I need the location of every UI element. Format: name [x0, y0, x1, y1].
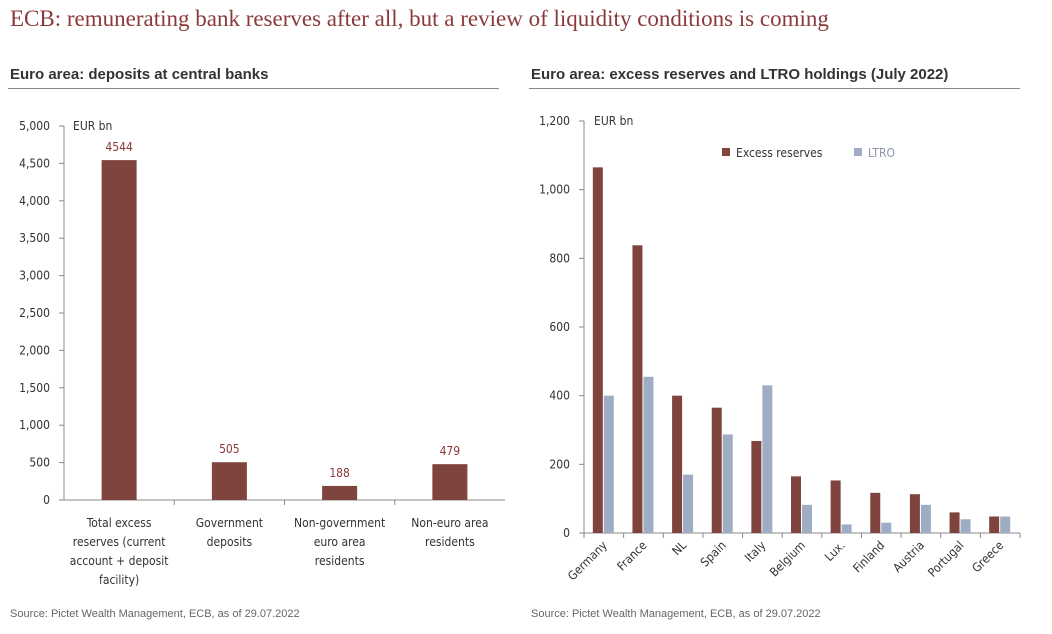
ltro-bar — [960, 519, 971, 533]
left-y-tick-label: 500 — [29, 456, 50, 470]
right-title-rule — [529, 88, 1020, 89]
legend-ltro-label: LTRO — [868, 146, 895, 160]
right-category-label: Spain — [698, 538, 729, 569]
left-bar-data-label: 479 — [440, 444, 461, 458]
right-y-tick-label: 800 — [549, 251, 570, 265]
right-category-label: Finland — [850, 538, 887, 575]
ltro-bar — [603, 395, 614, 533]
left-bar-data-label: 188 — [329, 466, 350, 480]
right-category-label: Greece — [969, 538, 1006, 575]
ltro-bar — [802, 504, 812, 533]
excess-reserves-bar — [830, 480, 841, 533]
legend-excess-reserves-label: Excess reserves — [736, 146, 823, 160]
right-y-tick-label: 1,200 — [539, 114, 570, 128]
left-category-label: Total excess — [86, 516, 152, 530]
excess-reserves-bar — [949, 512, 960, 533]
legend-ltro-swatch — [854, 148, 862, 156]
left-category-label: euro area — [314, 535, 366, 549]
ltro-bar — [762, 385, 773, 533]
ltro-bar — [920, 504, 931, 533]
right-y-tick-label: 1,000 — [539, 183, 570, 197]
excess-reserves-bar — [870, 492, 881, 533]
excess-reserves-bar — [791, 476, 801, 533]
ltro-bar — [881, 522, 892, 533]
page-title: ECB: remunerating bank reserves after al… — [10, 6, 829, 31]
left-bar — [211, 462, 247, 500]
left-category-label: residents — [425, 535, 475, 549]
left-chart-title: Euro area: deposits at central banks — [10, 66, 269, 83]
ltro-bar — [722, 434, 733, 533]
right-y-axis-unit: EUR bn — [594, 114, 633, 128]
right-y-tick-label: 400 — [549, 389, 570, 403]
right-category-label: Italy — [742, 538, 769, 565]
left-bar-data-label: 4544 — [105, 140, 133, 154]
excess-reserves-bar — [989, 516, 1000, 533]
right-category-label: Austria — [890, 538, 927, 575]
right-category-label: NL — [669, 538, 689, 558]
excess-reserves-bar — [909, 494, 920, 533]
right-category-label: Portugal — [925, 538, 966, 579]
left-bar — [432, 464, 468, 500]
left-category-label: Government — [196, 516, 263, 530]
left-bar — [322, 485, 358, 500]
left-category-label: residents — [315, 554, 365, 568]
left-y-axis-unit: EUR bn — [73, 119, 112, 133]
ltro-bar — [643, 376, 654, 533]
right-y-tick-label: 600 — [549, 320, 570, 334]
left-category-label: Non-government — [294, 516, 385, 530]
left-y-tick-label: 4,000 — [19, 194, 50, 208]
excess-reserves-bar — [672, 395, 683, 533]
right-source-note: Source: Pictet Wealth Management, ECB, a… — [531, 608, 821, 620]
left-category-label: facility) — [99, 573, 139, 587]
left-category-label: Non-euro area — [411, 516, 488, 530]
left-y-tick-label: 2,000 — [19, 343, 50, 357]
right-category-label: Belgium — [767, 538, 808, 579]
left-y-tick-label: 2,500 — [19, 306, 50, 320]
right-y-tick-label: 200 — [549, 457, 570, 471]
left-bar — [101, 160, 137, 500]
right-category-label: Germany — [565, 538, 610, 583]
left-y-tick-label: 1,500 — [19, 381, 50, 395]
ltro-bar — [683, 474, 694, 533]
left-category-label: reserves (current — [73, 535, 166, 549]
left-y-tick-label: 1,000 — [19, 418, 50, 432]
excess-reserves-bar — [632, 245, 643, 533]
excess-reserves-bar — [711, 407, 722, 533]
left-y-tick-label: 0 — [43, 493, 50, 507]
left-bar-data-label: 505 — [219, 442, 240, 456]
left-category-label: account + deposit — [70, 554, 169, 568]
right-y-tick-label: 0 — [563, 526, 570, 540]
left-source-note: Source: Pictet Wealth Management, ECB, a… — [10, 608, 300, 620]
excess-reserves-bar — [592, 167, 603, 533]
left-title-rule — [8, 88, 499, 89]
left-y-tick-label: 3,500 — [19, 231, 50, 245]
ltro-bar — [841, 524, 852, 533]
right-category-label: Lux. — [822, 538, 848, 564]
excess-reserves-bar — [751, 440, 762, 533]
left-y-tick-label: 3,000 — [19, 269, 50, 283]
left-y-tick-label: 4,500 — [19, 156, 50, 170]
right-chart-title: Euro area: excess reserves and LTRO hold… — [531, 66, 949, 83]
legend-excess-reserves-swatch — [722, 148, 730, 156]
right-category-label: France — [614, 538, 649, 573]
left-y-tick-label: 5,000 — [19, 119, 50, 133]
ltro-bar — [1000, 516, 1011, 533]
left-category-label: deposits — [207, 535, 253, 549]
